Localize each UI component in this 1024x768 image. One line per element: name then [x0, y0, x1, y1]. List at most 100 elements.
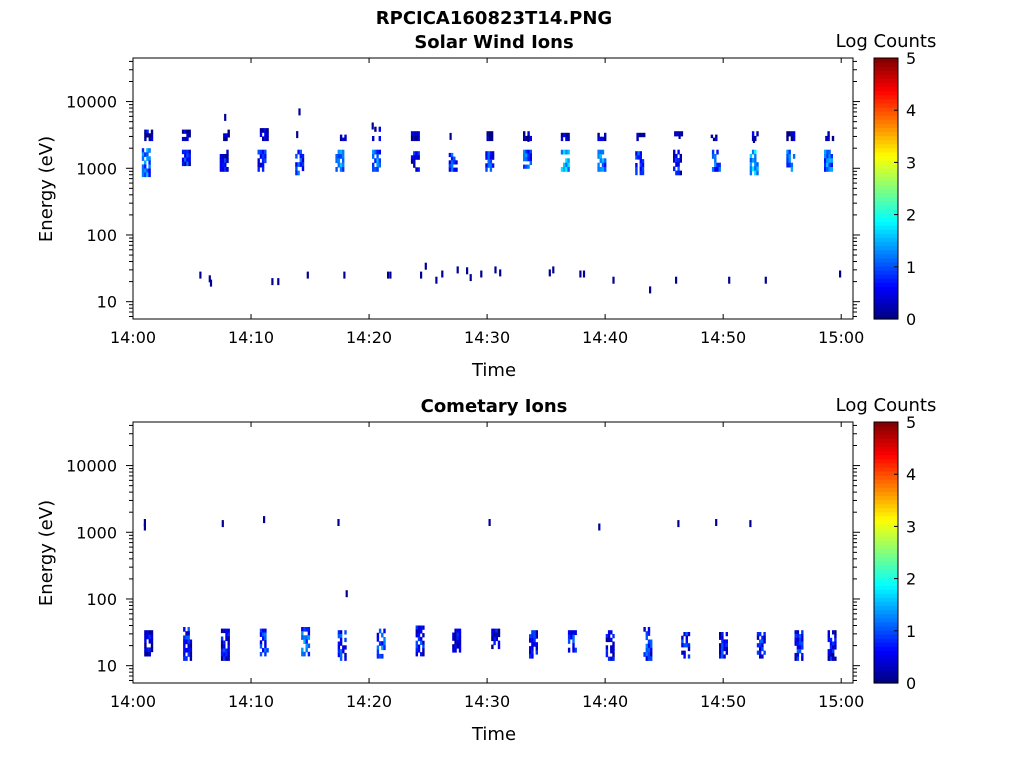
cometary-plot-area: 14:00 14:10 14:20 14:30 14:40 14:50 15:0010100…: [66, 413, 916, 711]
spectrogram-pixel: [184, 129, 187, 134]
spectrogram-pixel: [824, 167, 827, 172]
spectrogram-pixel: [834, 641, 837, 646]
spectrogram-pixel: [148, 638, 151, 644]
spectrogram-pixel: [599, 136, 602, 142]
spectrogram-pixel: [796, 645, 800, 650]
spectrogram-pixel: [342, 149, 345, 155]
spectrogram-pixel: [685, 635, 688, 640]
spectrogram-pixel: [597, 162, 600, 168]
spectrogram-pixel: [712, 137, 716, 142]
spectrogram-pixel: [303, 651, 306, 657]
spectrogram-pixel: [295, 166, 298, 172]
spectrogram-pixel: [721, 639, 724, 644]
spectrogram-pixel: [454, 648, 457, 653]
colorbar-segment: [874, 678, 898, 684]
spectrogram-burst: [824, 149, 833, 172]
spectrogram-burst: [673, 149, 682, 176]
colorbar-segment: [874, 536, 898, 541]
spectrogram-pixel: [685, 643, 688, 648]
spectrogram-pixel: [335, 158, 338, 164]
spectrogram-pixel: [374, 126, 377, 132]
spectrogram-pixel: [641, 166, 645, 172]
spectrogram-pixel: [763, 632, 766, 637]
colorbar-segment: [874, 629, 898, 635]
spectrogram-pixel: [417, 644, 421, 649]
spectrogram-pixel: [186, 136, 189, 142]
spectrogram-pixel: [144, 136, 147, 142]
spectrogram-pixel: [801, 637, 804, 643]
spectrogram-pixel: [529, 634, 532, 639]
spectrogram-pixel: [305, 647, 308, 653]
spectrogram-pixel: [141, 164, 145, 169]
spectrogram-pixel: [487, 163, 490, 168]
colorbar-segment: [874, 487, 898, 492]
spectrogram-pixel: [378, 149, 381, 155]
spectrogram-pixel: [824, 154, 827, 159]
spectrogram-pixel: [295, 153, 298, 159]
spectrogram-pixel: [794, 634, 797, 639]
y-tick-label: 1000: [76, 523, 117, 542]
spectrogram-pixel: [721, 643, 724, 648]
spectrogram-pixel: [749, 170, 753, 176]
spectrogram-pixel: [186, 153, 189, 159]
spectrogram-pixel: [675, 170, 678, 176]
spectrogram-point: [221, 520, 224, 528]
spectrogram-pixel: [150, 643, 154, 648]
spectrogram-pixel: [790, 131, 794, 137]
colorbar-segment: [874, 94, 898, 100]
spectrogram-pixel: [261, 149, 265, 155]
spectrogram-pixel: [144, 647, 147, 653]
spectrogram-pixel: [723, 646, 726, 652]
spectrogram-point: [143, 523, 146, 531]
spectrogram-pixel: [181, 161, 185, 167]
spectrogram-pixel: [647, 652, 651, 657]
spectrogram-pixel: [337, 630, 341, 635]
spectrogram-pixel: [189, 656, 193, 661]
spectrogram-burst: [219, 149, 229, 172]
spectrogram-pixel: [756, 650, 760, 655]
spectrogram-pixel: [452, 636, 455, 641]
spectrogram-pixel: [597, 154, 600, 159]
spectrogram-pixel: [645, 631, 648, 636]
spectrogram-pixel: [223, 644, 226, 649]
spectrogram-pixel: [721, 654, 724, 659]
x-tick-label: 14:40: [582, 692, 628, 711]
spectrogram-pixel: [454, 640, 457, 645]
spectrogram-pixel: [826, 158, 829, 164]
spectrogram-pixel: [187, 647, 190, 653]
spectrogram-pixel: [219, 154, 223, 159]
spectrogram-pixel: [523, 157, 526, 162]
spectrogram-pixel: [342, 154, 345, 159]
spectrogram-pixel: [529, 153, 532, 158]
spectrogram-pixel: [756, 643, 760, 648]
spectrogram-burst: [339, 134, 347, 142]
spectrogram-pixel: [456, 644, 459, 649]
spectrogram-pixel: [725, 646, 728, 652]
colorbar-tick-label: 3: [906, 153, 916, 172]
spectrogram-pixel: [226, 158, 229, 164]
spectrogram-pixel: [643, 132, 646, 138]
spectrogram-pixel: [531, 638, 534, 643]
spectrogram-pixel: [335, 154, 338, 159]
spectrogram-pixel: [487, 151, 490, 156]
colorbar-segment: [874, 422, 898, 427]
spectrogram-point: [839, 270, 842, 278]
spectrogram-pixel: [146, 630, 149, 635]
spectrogram-pixel: [301, 162, 305, 167]
spectrogram-pixel: [305, 635, 308, 640]
colorbar-segment: [874, 528, 898, 533]
spectrogram-point: [277, 278, 280, 286]
colorbar-segment: [874, 609, 898, 615]
axes-frame: [132, 57, 854, 320]
spectrogram-pixel: [676, 131, 679, 137]
spectrogram-pixel: [148, 630, 151, 635]
spectrogram-pixel: [824, 149, 827, 155]
spectrogram-pixel: [344, 630, 347, 635]
spectrogram-pixel: [523, 149, 526, 154]
spectrogram-pixel: [647, 647, 651, 653]
spectrogram-point: [271, 278, 274, 286]
spectrogram-pixel: [489, 151, 493, 156]
spectrogram-pixel: [636, 132, 639, 138]
spectrogram-point: [389, 271, 392, 279]
spectrogram-pixel: [148, 156, 151, 161]
